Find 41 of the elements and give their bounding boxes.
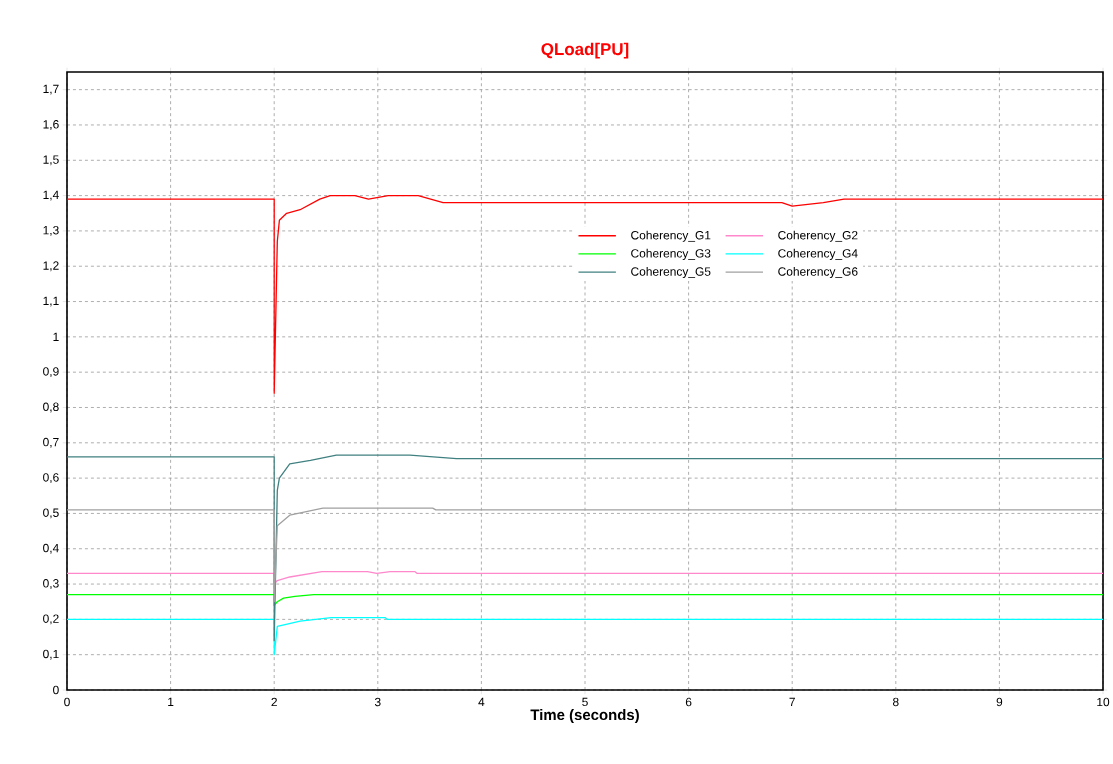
y-tick-label: 0 [53,685,59,695]
y-tick-label: 1,1 [43,296,59,307]
y-tick-label: 1,5 [43,155,59,166]
y-tick-label: 1,7 [43,84,59,95]
legend-label: Coherency_G3 [631,248,711,260]
y-tick-label: 0,7 [43,437,59,448]
x-tick-label: 7 [789,697,795,706]
x-tick-label: 2 [271,697,277,707]
y-tick-label: 1,4 [43,190,59,201]
y-tick-label: 0,4 [43,543,59,554]
x-tick-label: 9 [996,697,1003,707]
line-series [67,594,1103,606]
y-tick-label: 1 [53,332,59,341]
y-tick-label: 1,6 [43,120,59,130]
x-tick-label: 5 [582,697,588,707]
line-series [67,454,1103,642]
y-tick-label: 0,8 [43,402,59,413]
x-tick-label: 3 [374,697,381,707]
legend-label: Coherency_G5 [631,266,711,279]
y-tick-label: 0,1 [43,649,59,660]
y-tick-label: 0,3 [43,579,59,589]
line-series [67,571,1103,585]
x-tick-label: 0 [64,697,70,707]
y-tick-label: 0,5 [43,508,59,519]
x-axis-title: Time (seconds) [530,709,639,723]
y-tick-label: 1,3 [43,225,59,236]
y-tick-label: 0,9 [43,367,59,378]
x-tick-label: 8 [892,697,899,707]
legend-label: Coherency_G4 [778,248,858,260]
legend-label: Coherency_G1 [631,230,711,242]
legend-label: Coherency_G6 [778,266,858,279]
legend-label: Coherency_G2 [778,230,858,242]
x-tick-label: 6 [685,697,692,707]
y-tick-label: 1,2 [43,261,59,272]
y-tick-label: 0,2 [43,614,59,625]
y-tick-label: 0,6 [43,473,59,484]
x-tick-label: 4 [478,697,485,706]
line-series [67,616,1103,656]
x-tick-label: 1 [168,697,174,706]
x-tick-label: 10 [1097,697,1110,707]
chart-title: QLoad[PU] [541,42,629,59]
